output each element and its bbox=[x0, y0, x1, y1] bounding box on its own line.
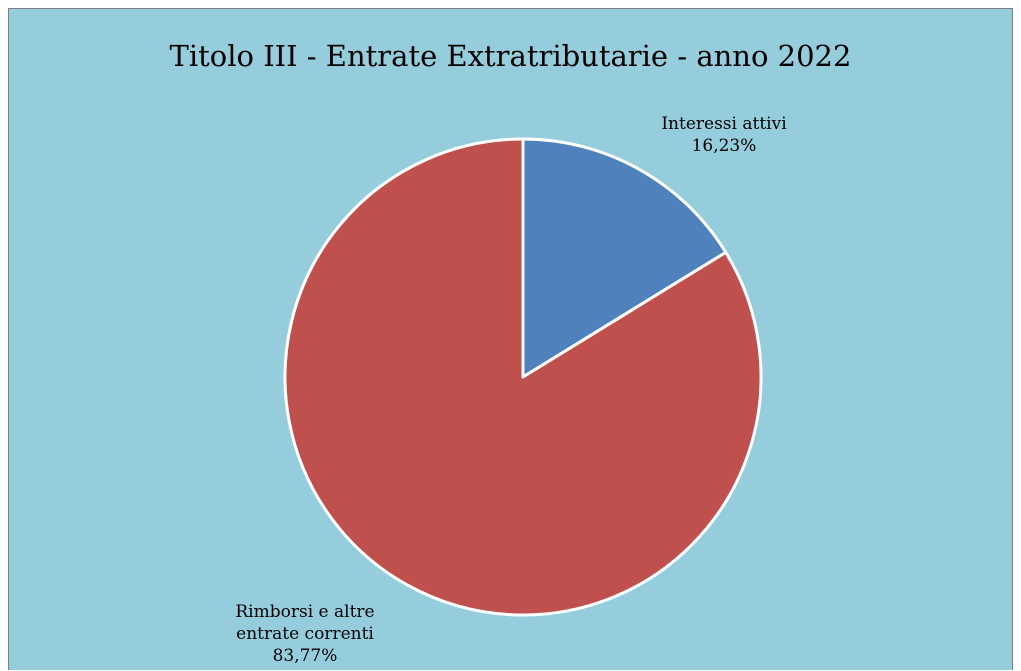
slice-name-rimborsi-line2: entrate correnti bbox=[236, 624, 374, 644]
chart-area: Titolo III - Entrate Extratributarie - a… bbox=[8, 8, 1013, 670]
slice-name-rimborsi-line1: Rimborsi e altre bbox=[235, 602, 375, 622]
pie-slice-0 bbox=[521, 137, 728, 379]
slice-label-interessi-attivi: Interessi attivi 16,23% bbox=[649, 113, 799, 157]
slice-name-interessi-attivi: Interessi attivi bbox=[661, 114, 787, 134]
pie-chart bbox=[283, 137, 763, 617]
pie-slice-1 bbox=[283, 137, 763, 617]
slice-label-rimborsi: Rimborsi e altre entrate correnti 83,77% bbox=[225, 601, 385, 667]
slice-value-interessi-attivi: 16,23% bbox=[691, 136, 757, 156]
chart-title: Titolo III - Entrate Extratributarie - a… bbox=[169, 39, 852, 73]
slice-value-rimborsi: 83,77% bbox=[272, 646, 338, 666]
